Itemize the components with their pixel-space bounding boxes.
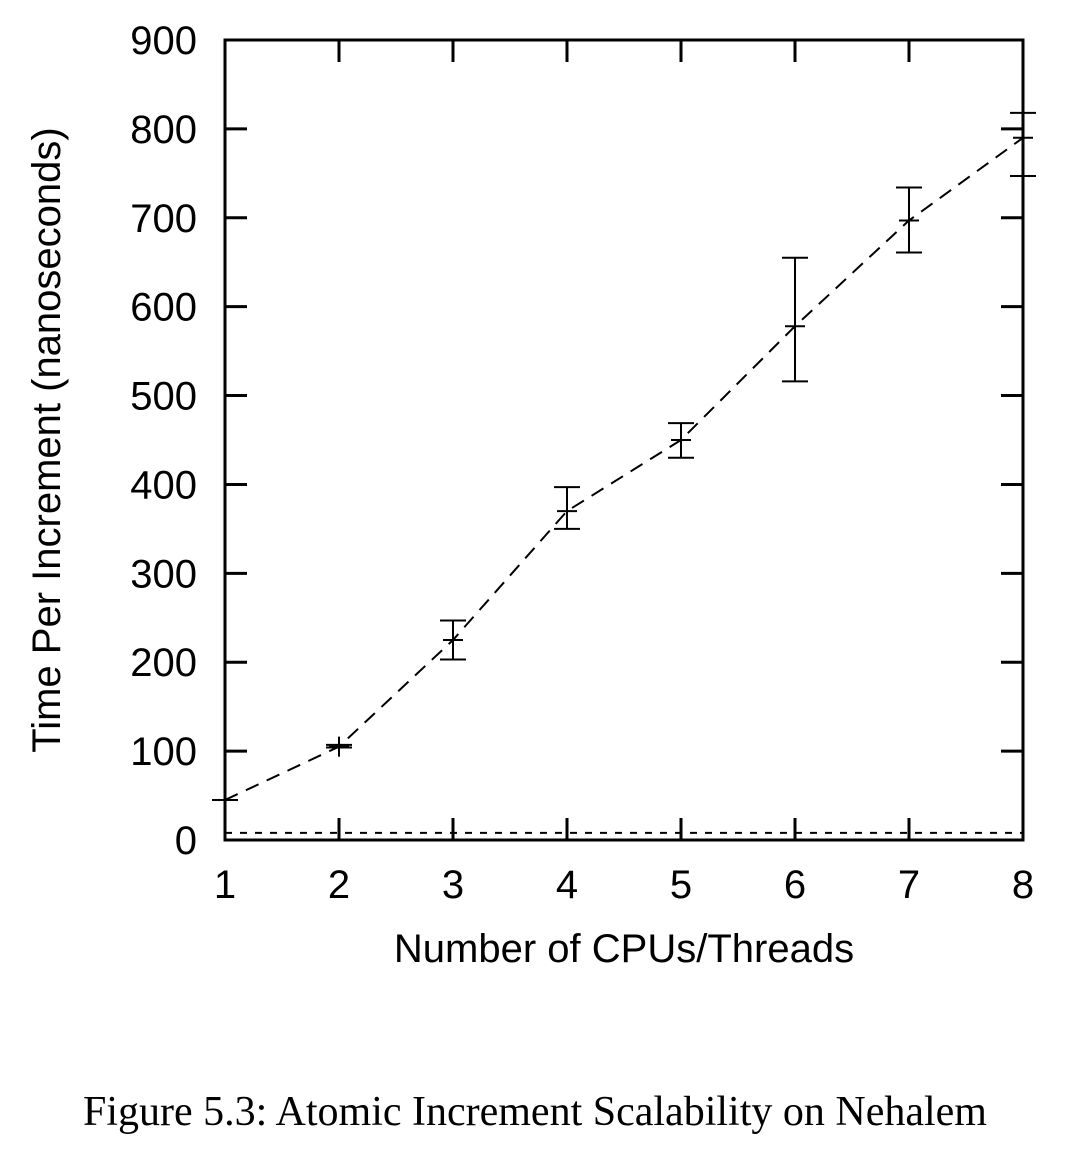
y-tick-label: 500 (130, 375, 197, 419)
y-tick-label: 0 (175, 819, 197, 863)
y-tick-label: 200 (130, 641, 197, 685)
figure-caption: Figure 5.3: Atomic Increment Scalability… (83, 1089, 987, 1135)
x-tick-label: 2 (328, 863, 350, 907)
plot-frame (223, 38, 1025, 842)
y-tick-label: 300 (130, 552, 197, 596)
y-tick-label: 700 (130, 197, 197, 241)
y-tick-label: 400 (130, 463, 197, 507)
x-axis-title: Number of CPUs/Threads (394, 927, 854, 971)
x-tick-label: 1 (214, 863, 236, 907)
x-tick-label: 7 (898, 863, 920, 907)
x-tick-label: 6 (784, 863, 806, 907)
series-line-1 (224, 136, 1024, 801)
x-tick-label: 4 (556, 863, 578, 907)
y-tick-label: 600 (130, 286, 197, 330)
x-tick-label: 5 (670, 863, 692, 907)
y-tick-label: 100 (130, 730, 197, 774)
x-tick-label: 3 (442, 863, 464, 907)
x-tick-label: 8 (1012, 863, 1034, 907)
chart: 0 100 200 300 400 500 600 700 800 900 1 2 3 4 5 6 7 8 Num… (25, 19, 1036, 971)
y-tick-label: 900 (130, 19, 197, 63)
y-tick-label: 800 (130, 108, 197, 152)
plot-area: 0 100 200 300 400 500 600 700 800 900 1 2 3 4 5 6 7 8 (130, 19, 1036, 907)
y-axis-title: Time Per Increment (nanoseconds) (25, 127, 69, 752)
